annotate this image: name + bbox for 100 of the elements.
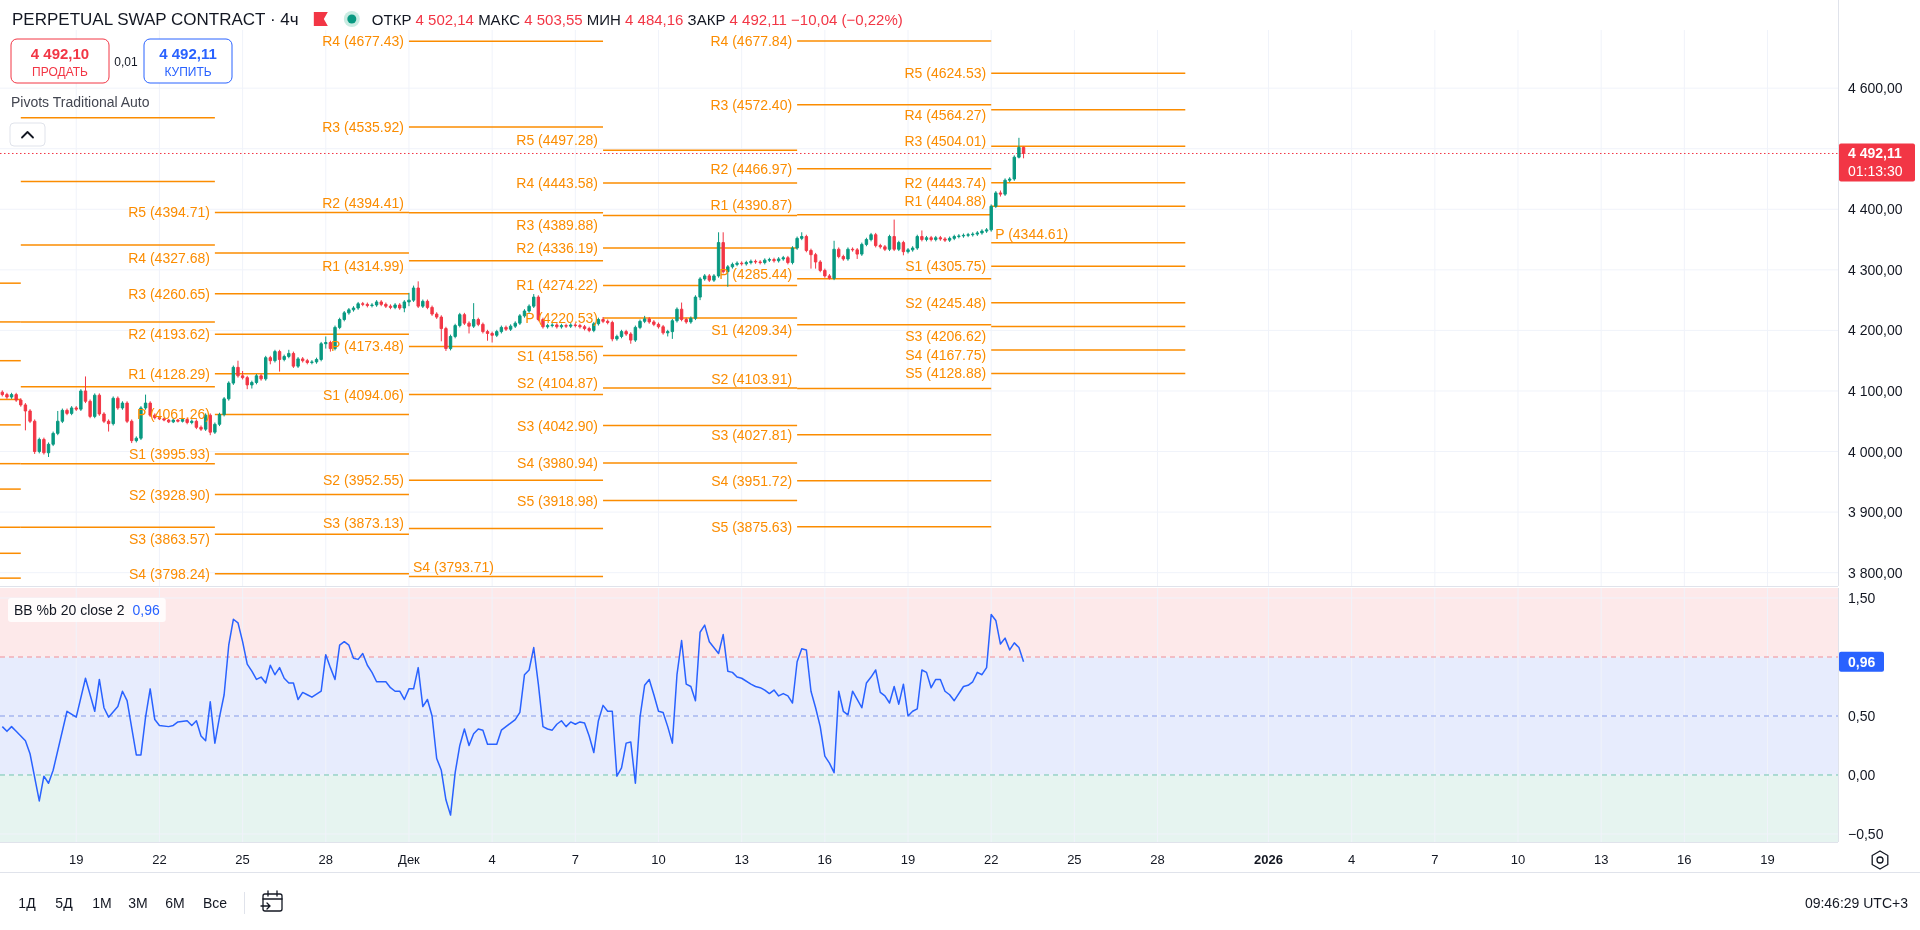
series-label: R3 (4535.92)	[322, 118, 404, 135]
x-tick-label: 16	[817, 851, 833, 867]
series-label: S3 (4027.81)	[711, 426, 793, 443]
text: 3М	[128, 895, 148, 911]
y-tick-label: 4 000,00	[1848, 443, 1903, 460]
y-tick-label: 4 300,00	[1848, 261, 1903, 278]
annotation: 0,01	[114, 55, 138, 69]
series-label: S4 (3793.71)	[412, 559, 494, 576]
series-label: R2 (4193.62)	[128, 326, 210, 343]
annotation: ПРОДАТЬ	[32, 65, 89, 79]
series-label: R4 (4677.84)	[710, 33, 793, 49]
series-label: R4 (4564.27)	[904, 106, 987, 123]
x-tick-label: 19	[1760, 851, 1775, 867]
x-tick-label: 22	[983, 851, 999, 867]
series-label: R1 (4390.87)	[710, 196, 793, 213]
series-label: S5 (3918.98)	[517, 492, 599, 509]
series-label: S2 (4245.48)	[905, 294, 987, 311]
series-label: S2 (4103.91)	[711, 370, 793, 387]
series-label: S4 (3980.94)	[517, 455, 599, 472]
series-label: R3 (4504.01)	[904, 133, 987, 150]
annotation: КУПИТЬ	[164, 65, 212, 79]
series-label: S1 (4209.34)	[711, 321, 793, 338]
series-label: S3 (3863.57)	[128, 531, 210, 548]
series-label: R1 (4314.99)	[322, 257, 404, 274]
series-label: R2 (4466.97)	[710, 160, 793, 177]
y-tick-label: 0,00	[1848, 766, 1876, 783]
text: 5Д	[55, 895, 74, 911]
x-tick-label: 13	[1593, 851, 1609, 867]
series-label: R1 (4128.29)	[128, 365, 210, 382]
series-label: S1 (3995.93)	[128, 446, 210, 463]
series-label: R5 (4624.53)	[904, 65, 987, 82]
text: 6М	[165, 895, 185, 911]
x-tick-label: 28	[318, 851, 334, 867]
text: 01:13:30	[1848, 163, 1903, 180]
y-tick-label: −0,50	[1848, 825, 1884, 842]
y-tick-label: 4 200,00	[1848, 322, 1903, 339]
series-label: R5 (4497.28)	[516, 132, 599, 149]
annotation: 0,96	[132, 602, 160, 618]
text: BB %b 20 close 2	[14, 602, 125, 618]
series-label: R4 (4677.43)	[322, 33, 404, 50]
x-tick-label: 19	[900, 851, 916, 867]
x-tick-label: 19	[69, 851, 84, 867]
ref-line-label: 4 492,11	[1848, 145, 1902, 162]
series-label: S1 (4305.75)	[905, 258, 987, 275]
y-tick-label: 3 800,00	[1848, 564, 1903, 581]
chart-title: PERPETUAL SWAP CONTRACT · 4ч	[12, 9, 299, 29]
series-label: S3 (4042.90)	[517, 417, 599, 434]
chart-subtitle: ОТКР 4 502,14 МАКС 4 503,55 МИН 4 484,16 ЗАКР 4 492,11 −10,04 (−0,22%)	[371, 10, 903, 28]
annotation: 4 492,11	[159, 44, 217, 62]
series-label: R1 (4404.88)	[904, 193, 987, 210]
text: 09:46:29 UTC+3	[1804, 895, 1909, 911]
series-label: R2 (4336.19)	[516, 239, 599, 256]
x-tick-label: 22	[152, 851, 167, 867]
text: Все	[202, 895, 228, 911]
y-tick-label: 4 600,00	[1848, 80, 1903, 97]
x-tick-label: 7	[571, 851, 579, 867]
text: 1М	[92, 895, 112, 911]
y-tick-label: 0,50	[1848, 708, 1876, 724]
series-label: S1 (4094.06)	[323, 386, 404, 403]
series-label: S5 (4128.88)	[905, 365, 987, 382]
x-tick-label: 25	[1067, 851, 1082, 867]
annotation: 4 492,10	[30, 44, 90, 62]
y-tick-label: 1,50	[1848, 590, 1876, 607]
series-label: R4 (4443.58)	[516, 174, 599, 191]
text: 0,96	[1848, 653, 1876, 670]
y-tick-label: 3 900,00	[1848, 504, 1903, 521]
y-tick-label: 4 100,00	[1848, 382, 1903, 399]
x-tick-label: 10	[1510, 851, 1526, 867]
series-label: R2 (4443.74)	[904, 174, 987, 191]
series-label: R1 (4274.22)	[516, 277, 599, 294]
series-label: S4 (4167.75)	[905, 346, 987, 363]
series-label: R5 (4394.71)	[128, 204, 210, 221]
x-tick-label: 10	[651, 851, 666, 867]
series-label: P (4173.48)	[331, 338, 404, 355]
series-label: S3 (3873.13)	[323, 515, 404, 532]
annotation: Pivots Traditional Auto	[11, 94, 150, 110]
series-label: R3 (4260.65)	[128, 285, 210, 302]
x-tick-label: Дек	[398, 851, 421, 867]
series-label: S4 (3798.24)	[128, 565, 210, 582]
series-label: R2 (4394.41)	[322, 194, 404, 211]
x-tick-label: 2026	[1254, 851, 1283, 867]
text: 1Д	[18, 895, 37, 911]
x-tick-label: 25	[235, 851, 250, 867]
x-tick-label: 13	[734, 851, 749, 867]
x-tick-label: 4	[1348, 851, 1356, 867]
series-label: S2 (4104.87)	[517, 375, 599, 392]
x-tick-label: 7	[1431, 851, 1439, 867]
x-tick-label: 4	[488, 851, 496, 867]
series-label: S1 (4158.56)	[517, 347, 599, 364]
series-label: S2 (3952.55)	[323, 472, 404, 489]
x-tick-label: 28	[1150, 851, 1165, 867]
series-label: S4 (3951.72)	[711, 472, 793, 489]
series-label: S2 (3928.90)	[128, 486, 210, 503]
series-label: R3 (4572.40)	[710, 96, 793, 113]
y-tick-label: 4 400,00	[1848, 201, 1903, 218]
series-label: R3 (4389.88)	[516, 217, 599, 234]
series-label: P (4344.61)	[995, 225, 1069, 242]
series-label: R4 (4327.68)	[128, 250, 210, 267]
x-tick-label: 16	[1677, 851, 1692, 867]
series-label: S3 (4206.62)	[905, 328, 987, 345]
